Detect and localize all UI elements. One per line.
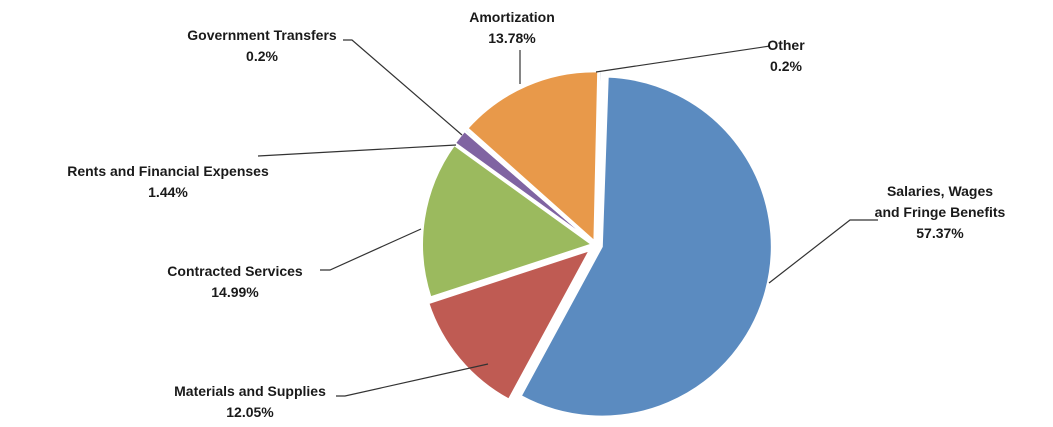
slice-name-label: Rents and Financial Expenses xyxy=(67,163,269,179)
slice-value-label: 13.78% xyxy=(488,30,536,46)
leader-line-salaries-wages-and-fringe-benefits xyxy=(768,219,878,284)
slice-name-label: Government Transfers xyxy=(187,27,337,43)
slice-name-label: Materials and Supplies xyxy=(174,383,326,399)
slice-value-label: 0.2% xyxy=(770,58,802,74)
leader-line-rents-and-financial-expenses xyxy=(257,144,457,157)
slice-label-amortization: Amortization 13.78% xyxy=(469,9,555,46)
slice-value-label: 14.99% xyxy=(211,284,259,300)
slice-materials-and-supplies xyxy=(427,248,592,401)
slice-label-government-transfers: Government Transfers 0.2% xyxy=(187,27,337,64)
slice-name-label: Contracted Services xyxy=(167,263,303,279)
slice-name-label: Other xyxy=(767,37,805,53)
leader-lines xyxy=(257,39,878,397)
slice-labels: Salaries, Wages and Fringe Benefits 57.37%… xyxy=(67,9,1005,420)
slice-value-label: 0.2% xyxy=(246,48,278,64)
slice-name-label: and Fringe Benefits xyxy=(875,204,1006,220)
slice-value-label: 57.37% xyxy=(916,225,964,241)
leader-line-government-transfers xyxy=(343,39,463,136)
slice-label-rents-and-financial-expenses: Rents and Financial Expenses 1.44% xyxy=(67,163,269,200)
leader-line-other xyxy=(595,45,771,73)
slice-name-label: Salaries, Wages xyxy=(887,183,993,199)
slice-label-other: Other 0.2% xyxy=(767,37,805,74)
slice-value-label: 1.44% xyxy=(148,184,188,200)
slice-contracted-services xyxy=(421,143,595,299)
leader-line-materials-and-supplies xyxy=(336,363,489,397)
slice-label-materials-and-supplies: Materials and Supplies 12.05% xyxy=(174,383,326,420)
slice-salaries-wages-and-fringe-benefits xyxy=(519,75,773,418)
slice-label-contracted-services: Contracted Services 14.99% xyxy=(167,263,303,300)
slice-government-transfers xyxy=(463,127,594,244)
pie-slices xyxy=(421,70,773,418)
slice-name-label: Amortization xyxy=(469,9,555,25)
slice-value-label: 12.05% xyxy=(226,404,274,420)
leader-line-contracted-services xyxy=(320,228,422,271)
slice-amortization xyxy=(466,70,600,244)
slice-label-salaries-wages-and-fringe-benefits: Salaries, Wages and Fringe Benefits 57.37% xyxy=(875,183,1006,241)
